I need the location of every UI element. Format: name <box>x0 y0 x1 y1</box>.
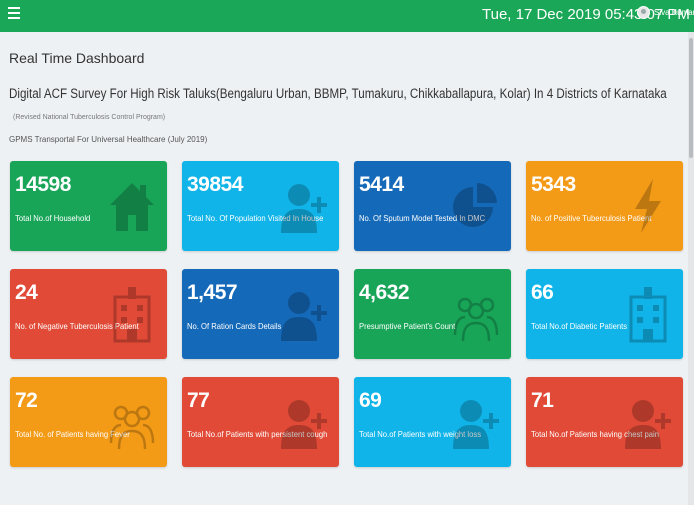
stat-value: 71 <box>531 389 554 412</box>
program-subtitle: (Revised National Tuberculosis Control P… <box>13 114 166 121</box>
top-bar: Tue, 17 Dec 2019 05:43:07 PM Siva Kumar <box>0 0 694 32</box>
stat-value: 1,457 <box>187 281 238 304</box>
stat-label: No. of Negative Tuberculosis Patient <box>15 321 139 331</box>
stat-label: Total No.of Patients having chest pain <box>531 429 660 439</box>
home-icon <box>107 175 157 235</box>
user-add-icon <box>279 283 329 343</box>
stat-label: Presumptive Patient's Count <box>359 321 456 331</box>
group-icon <box>107 391 157 451</box>
stat-label: No. Of Ration Cards Details <box>187 321 282 331</box>
stat-value: 5414 <box>359 173 404 196</box>
user-menu[interactable]: Siva Kumar <box>637 6 694 19</box>
hospital-icon <box>107 283 157 343</box>
user-add-icon <box>623 391 673 451</box>
stat-value: 5343 <box>531 173 576 196</box>
stat-card[interactable]: 39854 Total No. Of Population Visited In … <box>182 161 339 251</box>
stat-card[interactable]: 14598 Total No.of Household <box>10 161 167 251</box>
stat-card[interactable]: 69 Total No.of Patients with weight loss <box>354 377 511 467</box>
stat-value: 66 <box>531 281 554 304</box>
avatar[interactable] <box>637 6 650 19</box>
user-add-icon <box>451 391 501 451</box>
stat-value: 39854 <box>187 173 243 196</box>
stat-card[interactable]: 5343 No. of Positive Tuberculosis Patient <box>526 161 683 251</box>
user-add-icon <box>279 391 329 451</box>
stat-label: Total No. of Patients having Fever <box>15 429 130 439</box>
stat-value: 14598 <box>15 173 71 196</box>
stat-card[interactable]: 66 Total No.of Diabetic Patients <box>526 269 683 359</box>
stat-label: No. of Positive Tuberculosis Patient <box>531 213 652 223</box>
user-name[interactable]: Siva Kumar <box>654 8 694 17</box>
page-title: Real Time Dashboard <box>9 50 145 66</box>
page-scrollbar[interactable] <box>688 32 694 505</box>
scrollbar-thumb[interactable] <box>689 38 693 158</box>
stat-card[interactable]: 4,632 Presumptive Patient's Count <box>354 269 511 359</box>
stat-label: Total No. Of Population Visited In House <box>187 213 324 223</box>
stat-card[interactable]: 24 No. of Negative Tuberculosis Patient <box>10 269 167 359</box>
hospital-icon <box>623 283 673 343</box>
pie-chart-icon <box>451 175 501 235</box>
stat-card[interactable]: 77 Total No.of Patients with persistent c… <box>182 377 339 467</box>
stat-value: 69 <box>359 389 382 412</box>
stat-value: 4,632 <box>359 281 410 304</box>
transport-subtitle: GPMS Transportal For Universal Healthcar… <box>9 135 208 144</box>
stat-label: Total No.of Patients with persistent cou… <box>187 429 328 439</box>
stat-card[interactable]: 72 Total No. of Patients having Fever <box>10 377 167 467</box>
group-icon <box>451 283 501 343</box>
stat-label: No. Of Sputum Model Tested In DMC <box>359 213 486 223</box>
bolt-icon <box>623 175 673 235</box>
stat-value: 24 <box>15 281 38 304</box>
stat-value: 72 <box>15 389 38 412</box>
stat-card[interactable]: 1,457 No. Of Ration Cards Details <box>182 269 339 359</box>
stat-label: Total No.of Diabetic Patients <box>531 321 628 331</box>
survey-title: Digital ACF Survey For High Risk Taluks(… <box>9 86 667 101</box>
user-add-icon <box>279 175 329 235</box>
menu-icon[interactable] <box>8 7 20 21</box>
stat-card[interactable]: 71 Total No.of Patients having chest pain <box>526 377 683 467</box>
stat-label: Total No.of Patients with weight loss <box>359 429 482 439</box>
stat-card[interactable]: 5414 No. Of Sputum Model Tested In DMC <box>354 161 511 251</box>
stat-value: 77 <box>187 389 210 412</box>
stat-label: Total No.of Household <box>15 213 91 223</box>
